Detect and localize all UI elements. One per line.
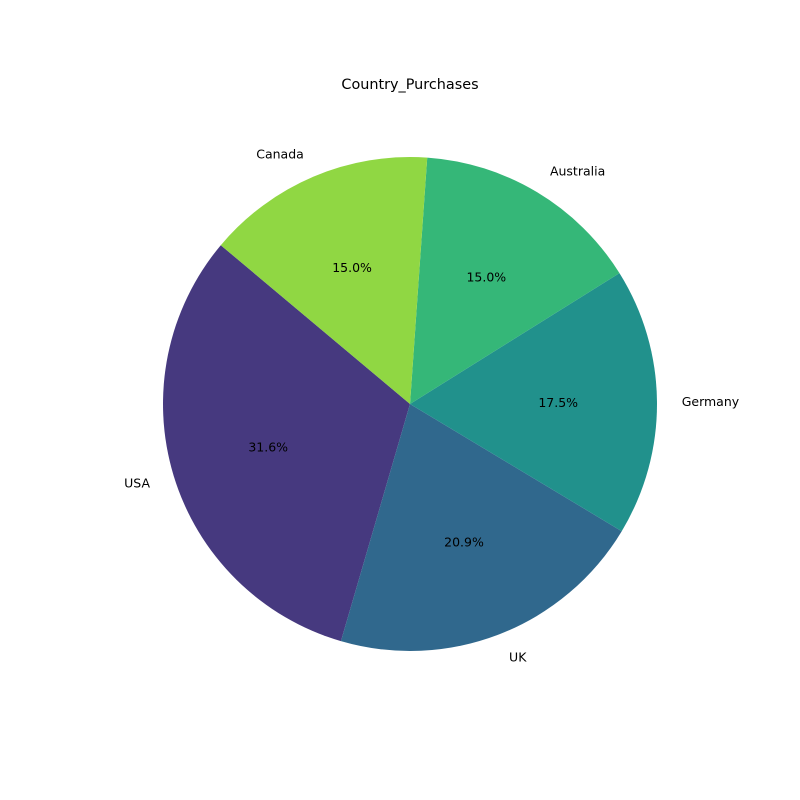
pie-label-germany: Germany bbox=[682, 394, 740, 409]
pie-percent-usa: 31.6% bbox=[248, 440, 288, 455]
pie-slice-uk bbox=[340, 404, 622, 651]
pie-percent-germany: 17.5% bbox=[538, 395, 578, 410]
pie-label-australia: Australia bbox=[550, 164, 605, 179]
pie-percent-australia: 15.0% bbox=[466, 269, 506, 284]
pie-slice-canada bbox=[220, 156, 428, 404]
pie-labels: USA 31.6% UK 20.9% Germany 17.5% Australia 15.0… bbox=[124, 146, 740, 664]
pie-slice-australia bbox=[410, 157, 620, 404]
pie-label-usa: USA bbox=[124, 475, 150, 490]
pie-label-uk: UK bbox=[509, 650, 527, 665]
pie-slices bbox=[163, 156, 657, 651]
pie-percent-canada: 15.0% bbox=[332, 260, 372, 275]
pie-slice-usa bbox=[163, 245, 410, 642]
pie-percent-uk: 20.9% bbox=[444, 535, 484, 550]
pie-slice-germany bbox=[410, 273, 657, 532]
chart-title: Country_Purchases bbox=[341, 77, 478, 93]
pie-label-canada: Canada bbox=[256, 146, 304, 161]
